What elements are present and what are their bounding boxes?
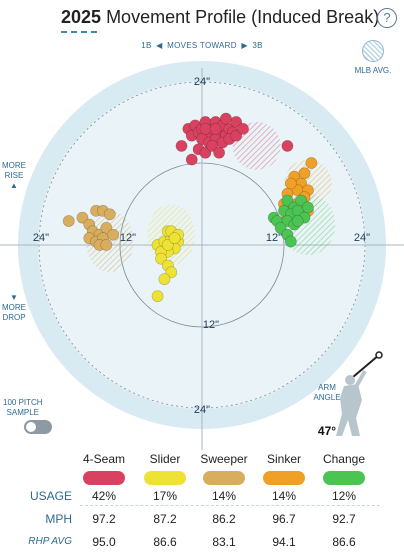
ring-label-bottom-12: 12" — [203, 319, 219, 331]
arrow-down-icon: ▼ — [10, 293, 18, 302]
sample-toggle[interactable] — [24, 420, 52, 434]
sinker-pitch-point — [305, 157, 318, 169]
ring-label-left-12: 12" — [120, 232, 136, 244]
arm-angle-value: 47° — [317, 424, 337, 438]
ring-label-right-12: 12" — [266, 232, 282, 244]
4-seam-pitch-point — [230, 129, 243, 142]
4-seam-pitch-point — [206, 140, 219, 152]
legend-4-seam[interactable]: 4-Seam — [80, 452, 128, 485]
rhp-avg-row-label: RHP AVG — [28, 536, 72, 547]
title-text: Movement Profile (Induced Break) — [106, 7, 380, 27]
4-seam-pitch-point — [220, 112, 232, 125]
slider-pitch-point — [165, 266, 178, 279]
ring-label-left-24: 24" — [33, 232, 49, 244]
more-drop-label: ▼ MORE DROP — [2, 293, 26, 322]
sweeper-pitch-point — [76, 211, 89, 224]
slider-pitch-point — [168, 232, 181, 245]
mph-cell-slider: 87.2 — [153, 512, 177, 526]
mph-cell-sinker: 96.7 — [272, 512, 296, 526]
arm-angle-label: ARM ANGLE — [313, 383, 341, 402]
arrow-left-icon: ◀ — [156, 41, 163, 50]
ring-label-bottom-24: 24" — [194, 404, 210, 416]
legend-swatch — [144, 471, 186, 485]
sweeper-pitch-point — [107, 228, 120, 241]
4-seam-pitch-point — [199, 146, 212, 159]
4-seam-pitch-point — [175, 140, 188, 152]
rhp-avg-cell-4-seam: 95.0 — [92, 535, 116, 549]
mph-cell-sweeper: 86.2 — [212, 512, 236, 526]
rhp-avg-cell-change: 86.6 — [332, 535, 356, 549]
hatched-circle-icon — [362, 40, 384, 62]
row-separator — [80, 505, 380, 506]
sinker-pitch-point — [284, 177, 297, 190]
sample-label: 100 PITCH SAMPLE — [3, 398, 43, 417]
4-seam-pitch-point — [185, 153, 198, 166]
change-pitch-point — [291, 215, 304, 227]
mlb-avg-legend: MLB AVG. — [348, 40, 398, 75]
sweeper-pitch-point — [62, 215, 75, 227]
4-seam-pitch-point — [230, 116, 243, 128]
usage-cell-sinker: 14% — [271, 489, 297, 503]
legend-swatch — [323, 471, 365, 485]
4-seam-pitch-point — [209, 122, 222, 135]
arrow-right-icon: ▶ — [241, 41, 248, 50]
4-seam-pitch-point — [237, 122, 249, 135]
change-pitch-point — [281, 194, 294, 207]
help-icon[interactable]: ? — [377, 8, 397, 28]
direction-left: 1B — [141, 41, 152, 50]
year-dropdown-underline[interactable] — [61, 31, 97, 33]
direction-right: 3B — [252, 41, 263, 50]
usage-row-label: USAGE — [29, 489, 72, 503]
4-seam-pitch-point — [199, 122, 212, 135]
change-pitch-point — [302, 201, 314, 214]
usage-cell-4-seam: 42% — [91, 489, 117, 503]
arrow-up-icon: ▲ — [10, 181, 18, 190]
sweeper-pitch-point — [100, 222, 113, 234]
mlb-avg-label: MLB AVG. — [354, 66, 392, 75]
mph-cell-change: 92.7 — [332, 512, 356, 526]
legend-label: Sweeper — [200, 452, 248, 466]
more-rise-label: MORE RISE ▲ — [2, 161, 26, 190]
slider-pitch-point — [158, 273, 171, 286]
rhp-avg-cell-sinker: 94.1 — [272, 535, 296, 549]
legend-label: Slider — [149, 452, 181, 466]
sinker-pitch-point — [298, 167, 311, 180]
toggle-knob — [26, 422, 36, 432]
rhp-avg-cell-sweeper: 83.1 — [212, 535, 236, 549]
change-pitch-point — [295, 194, 307, 207]
title-year: 2025 — [61, 7, 102, 27]
usage-cell-change: 12% — [331, 489, 357, 503]
slider-pitch-point — [151, 290, 164, 303]
usage-cell-sweeper: 14% — [211, 489, 237, 503]
mph-row-label: MPH — [45, 512, 72, 526]
legend-change[interactable]: Change — [320, 452, 368, 485]
pitcher-silhouette-icon — [336, 351, 383, 436]
rhp-avg-cell-slider: 86.6 — [153, 535, 177, 549]
legend-label: 4-Seam — [82, 452, 126, 466]
direction-middle: MOVES TOWARD — [167, 41, 237, 50]
direction-caption: 1B ◀ MOVES TOWARD ▶ 3B — [0, 41, 404, 50]
legend-sinker[interactable]: Sinker — [260, 452, 308, 485]
usage-cell-slider: 17% — [152, 489, 178, 503]
legend-swatch — [83, 471, 125, 485]
page-title: 2025 Movement Profile (Induced Break) — [61, 7, 379, 28]
sweeper-pitch-point — [103, 208, 116, 221]
legend-sweeper[interactable]: Sweeper — [200, 452, 248, 485]
slider-pitch-point — [161, 239, 174, 251]
legend-label: Change — [322, 452, 366, 466]
change-pitch-point — [274, 222, 287, 234]
sweeper-pitch-point — [100, 239, 113, 251]
slider-pitch-point — [155, 252, 167, 265]
mph-cell-4-seam: 97.2 — [92, 512, 116, 526]
legend-swatch — [263, 471, 305, 485]
legend-swatch — [203, 471, 245, 485]
change-pitch-point — [284, 235, 297, 248]
ring-label-top-24: 24" — [194, 76, 210, 88]
4-seam-pitch-point — [281, 140, 294, 152]
legend-label: Sinker — [266, 452, 301, 466]
ring-label-right-24: 24" — [354, 232, 370, 244]
4-seam-pitch-point — [213, 146, 225, 159]
legend-slider[interactable]: Slider — [141, 452, 189, 485]
